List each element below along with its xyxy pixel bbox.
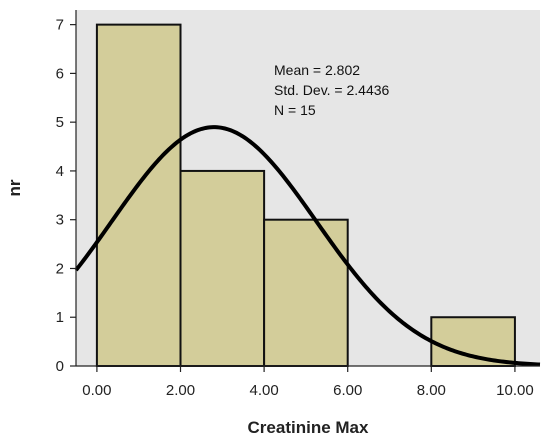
histogram-bar-0 <box>95 23 182 368</box>
y-axis-label: nr <box>5 179 24 196</box>
y-tick-label: 0 <box>56 358 64 375</box>
x-axis-label: Creatinine Max <box>248 418 369 437</box>
x-tick-label: 4.00 <box>250 382 279 399</box>
x-tick-label: 10.00 <box>496 382 534 399</box>
normal-curve <box>74 125 541 367</box>
y-tick-label: 7 <box>56 17 64 34</box>
x-tick-label: 0.00 <box>82 382 111 399</box>
histogram-bar-2 <box>263 218 349 367</box>
y-tick-label: 6 <box>56 65 64 82</box>
x-tick-label: 6.00 <box>333 382 362 399</box>
y-tick-label: 5 <box>56 114 64 131</box>
y-tick-label: 1 <box>56 309 64 326</box>
histogram-bar-1 <box>179 169 266 367</box>
stats-n: N = 15 <box>274 102 316 118</box>
x-tick-label: 8.00 <box>417 382 446 399</box>
x-tick-label: 2.00 <box>166 382 195 399</box>
stats-mean: Mean = 2.802 <box>274 62 360 78</box>
y-tick-label: 4 <box>56 163 64 180</box>
histogram-bar-4 <box>430 316 516 368</box>
y-tick-label: 3 <box>56 212 64 229</box>
stats-std-dev: Std. Dev. = 2.4436 <box>274 82 390 98</box>
y-tick-label: 2 <box>56 260 64 277</box>
